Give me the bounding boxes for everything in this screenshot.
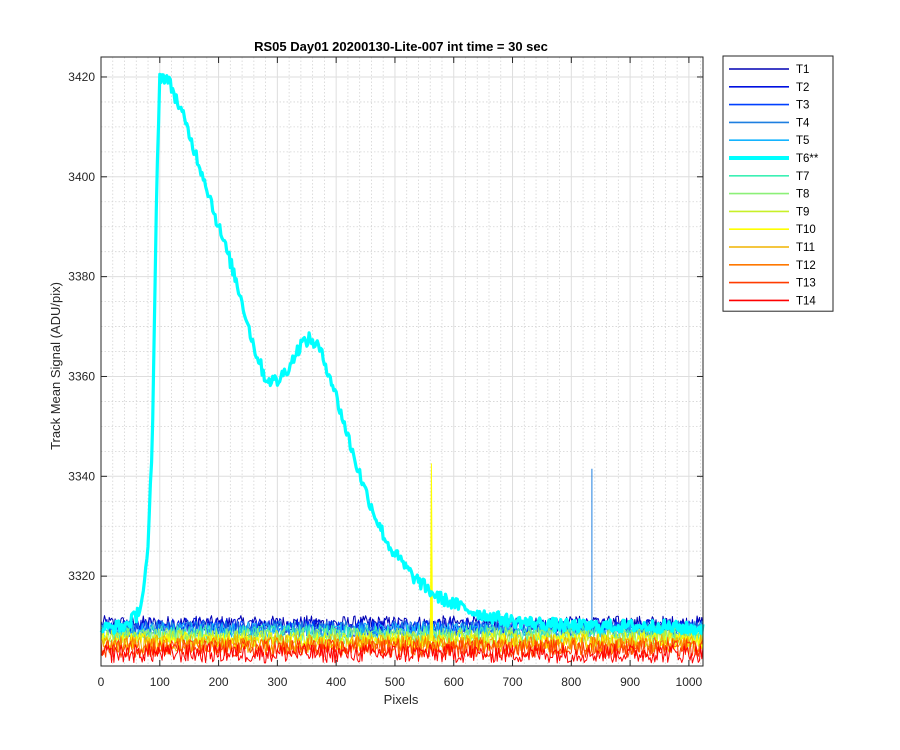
x-tick-label: 0 <box>98 675 105 689</box>
y-axis-title: Track Mean Signal (ADU/pix) <box>48 282 63 450</box>
legend-label-t3: T3 <box>796 100 809 112</box>
series-line-t13 <box>100 639 704 658</box>
legend-box <box>722 55 834 312</box>
x-tick-label: 100 <box>150 675 170 689</box>
series-line-t6 <box>99 72 705 636</box>
legend-label-t4: T4 <box>796 117 810 129</box>
y-tick-label: 3420 <box>68 70 95 84</box>
x-tick-label: 800 <box>561 675 581 689</box>
legend-label-t11: T11 <box>796 242 815 254</box>
x-tick-label: 700 <box>503 675 523 689</box>
legend-label-t6: T6** <box>796 153 819 165</box>
legend: T1 T2 T3 T4 T5 T6** T7 T8 T9 T10 T11 T12 T13 T14 <box>722 55 834 312</box>
legend-label-t5: T5 <box>796 135 809 147</box>
x-tick-label: 200 <box>209 675 229 689</box>
y-tick-label: 3400 <box>68 170 95 184</box>
x-tick-label: 400 <box>326 675 346 689</box>
axes-box <box>100 56 704 667</box>
legend-label-t2: T2 <box>796 82 809 94</box>
x-tick-label: 900 <box>620 675 640 689</box>
legend-label-t10: T10 <box>796 224 816 236</box>
legend-label-t1: T1 <box>796 64 809 76</box>
x-tick-label: 300 <box>267 675 287 689</box>
plot-area <box>101 57 703 666</box>
x-tick-label: 1000 <box>676 675 703 689</box>
axes: 0 100 200 300 400 500 600 700 800 900 1000 3320 3340… <box>68 56 704 689</box>
grid <box>100 57 703 666</box>
plot-series <box>99 72 705 664</box>
x-tick-label: 600 <box>444 675 464 689</box>
y-tick-label: 3320 <box>68 569 95 583</box>
y-tick-label: 3340 <box>68 469 95 483</box>
legend-label-t8: T8 <box>796 189 809 201</box>
chart-title: RS05 Day01 20200130-Lite-007 int time = … <box>254 39 548 54</box>
legend-label-t14: T14 <box>796 295 816 307</box>
legend-label-t9: T9 <box>796 206 809 218</box>
x-axis-title: Pixels <box>384 692 419 707</box>
legend-label-t13: T13 <box>796 278 816 290</box>
y-tick-label: 3360 <box>68 369 95 383</box>
series-line-t14 <box>100 643 704 664</box>
legend-label-t7: T7 <box>796 171 809 183</box>
legend-label-t12: T12 <box>796 260 816 272</box>
x-tick-label: 500 <box>385 675 405 689</box>
series-line-t11 <box>100 634 704 653</box>
y-tick-label: 3380 <box>68 270 95 284</box>
